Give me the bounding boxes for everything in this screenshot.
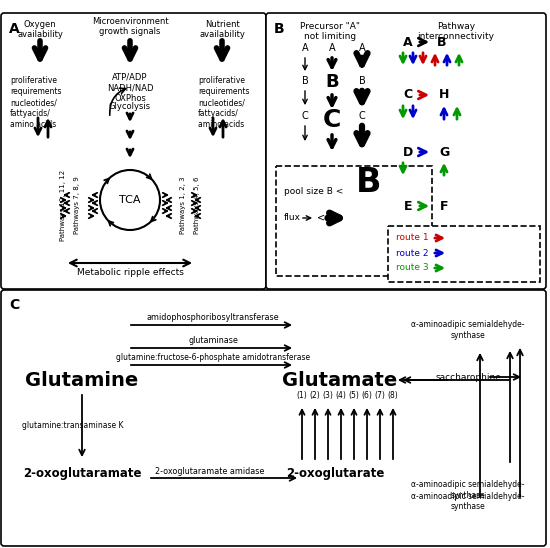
Text: 2-oxoglutaramate amidase: 2-oxoglutaramate amidase xyxy=(155,467,265,476)
Text: route 2: route 2 xyxy=(396,248,428,258)
Text: Pathway
interconnectivity: Pathway interconnectivity xyxy=(417,22,494,42)
Text: amidophosphoribosyltransferase: amidophosphoribosyltransferase xyxy=(147,313,279,322)
Text: flux: flux xyxy=(284,214,301,222)
Text: B: B xyxy=(356,165,382,198)
Text: A: A xyxy=(403,36,413,49)
Text: C: C xyxy=(323,108,341,132)
Text: E: E xyxy=(404,199,412,213)
Text: ATP/ADP
NADH/NAD
OXPhos: ATP/ADP NADH/NAD OXPhos xyxy=(107,72,153,103)
Text: (2): (2) xyxy=(310,391,320,400)
Text: B: B xyxy=(301,76,309,86)
Text: Pathways 1, 2, 3: Pathways 1, 2, 3 xyxy=(180,176,186,234)
Text: C: C xyxy=(404,88,412,101)
Text: (3): (3) xyxy=(322,391,333,400)
Text: A: A xyxy=(359,43,365,53)
Text: (5): (5) xyxy=(349,391,360,400)
Text: A: A xyxy=(302,43,309,53)
Text: D: D xyxy=(403,146,413,158)
Text: 2-oxoglutarate: 2-oxoglutarate xyxy=(286,466,384,480)
Text: route 1: route 1 xyxy=(396,233,428,243)
Text: proliferative
requirements
nucleotides/
fattyacids/
amino acids: proliferative requirements nucleotides/ … xyxy=(198,76,250,129)
Text: B: B xyxy=(437,36,447,49)
Text: C: C xyxy=(359,111,365,121)
Text: (1): (1) xyxy=(296,391,307,400)
Text: C: C xyxy=(301,111,309,121)
Text: Pathways 7, 8, 9: Pathways 7, 8, 9 xyxy=(74,176,80,234)
Text: glutamine:fructose-6-phosphate amidotransferase: glutamine:fructose-6-phosphate amidotran… xyxy=(116,353,310,362)
Text: Oxygen
availability: Oxygen availability xyxy=(17,20,63,39)
Text: Nutrient
availability: Nutrient availability xyxy=(199,20,245,39)
Text: α-aminoadipic semialdehyde-
synthase: α-aminoadipic semialdehyde- synthase xyxy=(411,480,525,500)
Text: Microenvironment
growth signals: Microenvironment growth signals xyxy=(92,17,168,36)
Text: Glutamine: Glutamine xyxy=(25,370,139,390)
Text: α-aminoadipic semialdehyde-
synthase: α-aminoadipic semialdehyde- synthase xyxy=(411,320,525,340)
FancyBboxPatch shape xyxy=(276,166,432,276)
Text: <: < xyxy=(317,213,325,223)
Text: Glycolysis: Glycolysis xyxy=(109,102,151,111)
Text: glutamine:transaminase K: glutamine:transaminase K xyxy=(22,420,124,430)
Text: A: A xyxy=(329,43,336,53)
Text: A: A xyxy=(9,22,20,36)
Text: α-aminoadipic semialdehyde-
synthase: α-aminoadipic semialdehyde- synthase xyxy=(411,492,525,511)
FancyBboxPatch shape xyxy=(1,13,266,289)
FancyBboxPatch shape xyxy=(266,13,546,289)
Text: route 3: route 3 xyxy=(396,264,428,272)
FancyBboxPatch shape xyxy=(388,226,540,282)
Text: C: C xyxy=(9,298,19,312)
Text: Precursor "A"
not limiting: Precursor "A" not limiting xyxy=(300,22,360,42)
FancyBboxPatch shape xyxy=(1,290,546,546)
Text: TCA: TCA xyxy=(119,195,141,205)
Text: 2-oxoglutaramate: 2-oxoglutaramate xyxy=(23,466,141,480)
Text: Pathways 4, 5, 6: Pathways 4, 5, 6 xyxy=(194,176,200,234)
Text: proliferative
requirements
nucleotides/
fattyacids/
amino acids: proliferative requirements nucleotides/ … xyxy=(10,76,62,129)
Text: Pathways 10, 11, 12: Pathways 10, 11, 12 xyxy=(60,169,66,241)
Text: glutaminase: glutaminase xyxy=(188,336,238,345)
Text: B: B xyxy=(325,73,339,91)
Text: (7): (7) xyxy=(375,391,386,400)
Text: B: B xyxy=(274,22,285,36)
Text: Metabolic ripple effects: Metabolic ripple effects xyxy=(76,268,184,277)
Text: H: H xyxy=(439,88,449,101)
Text: (4): (4) xyxy=(336,391,346,400)
Text: G: G xyxy=(439,146,449,158)
Text: (6): (6) xyxy=(361,391,372,400)
Text: B: B xyxy=(359,76,365,86)
Text: Glutamate: Glutamate xyxy=(282,370,398,390)
Text: pool size B <: pool size B < xyxy=(284,187,343,197)
Text: F: F xyxy=(440,199,448,213)
Text: saccharophine: saccharophine xyxy=(435,374,501,383)
Text: (8): (8) xyxy=(388,391,398,400)
